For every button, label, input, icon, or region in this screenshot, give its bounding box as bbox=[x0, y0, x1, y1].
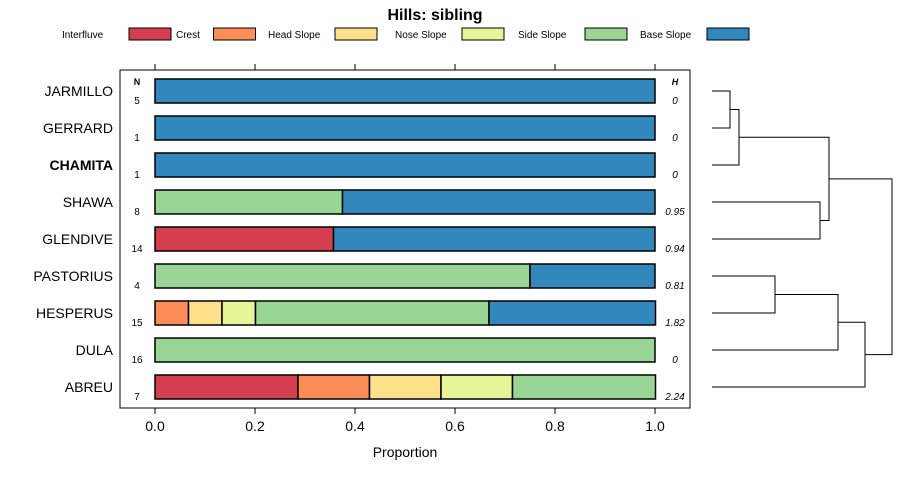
legend-swatch-base-slope bbox=[706, 27, 750, 41]
h-value-glendive: 0.94 bbox=[665, 244, 685, 255]
legend-label-side-slope: Side Slope bbox=[518, 30, 567, 41]
bar-glendive-interfluve bbox=[154, 226, 335, 252]
h-value-gerrard: 0 bbox=[672, 133, 678, 144]
x-tick-label-1: 0.2 bbox=[245, 418, 265, 434]
legend-swatch-side-slope bbox=[584, 27, 628, 41]
legend-label-interfluve: Interfluve bbox=[62, 30, 104, 41]
bar-abreu-interfluve bbox=[154, 374, 299, 400]
bar-abreu-head-slope bbox=[368, 374, 442, 400]
legend-swatch-head-slope bbox=[334, 27, 378, 41]
bar-gerrard-base-slope bbox=[154, 115, 656, 141]
chart-title: Hills: sibling bbox=[387, 7, 482, 24]
n-column-header: N bbox=[134, 77, 141, 87]
n-value-dula: 16 bbox=[131, 355, 143, 366]
n-value-shawa: 8 bbox=[134, 207, 140, 218]
bar-chamita-base-slope bbox=[154, 152, 656, 178]
row-label-shawa: SHAWA bbox=[63, 194, 114, 210]
n-value-pastorius: 4 bbox=[134, 281, 140, 292]
h-value-abreu: 2.24 bbox=[664, 392, 685, 403]
bar-hesperus-side-slope bbox=[254, 300, 490, 326]
x-tick-label-0: 0.0 bbox=[145, 418, 165, 434]
n-value-glendive: 14 bbox=[131, 244, 143, 255]
bar-abreu-side-slope bbox=[511, 374, 657, 400]
legend-swatch-crest bbox=[213, 27, 256, 41]
h-value-shawa: 0.95 bbox=[665, 207, 685, 218]
dendrogram-link-1 bbox=[712, 90, 731, 129]
n-value-gerrard: 1 bbox=[134, 133, 140, 144]
row-label-hesperus: HESPERUS bbox=[36, 305, 113, 321]
h-column-header: H bbox=[672, 77, 679, 87]
bar-pastorius-side-slope bbox=[154, 263, 531, 289]
legend-label-head-slope: Head Slope bbox=[268, 30, 321, 41]
legend-swatch-interfluve bbox=[128, 27, 172, 41]
bar-hesperus-nose-slope bbox=[221, 300, 257, 326]
row-label-chamita: CHAMITA bbox=[49, 157, 113, 173]
row-label-glendive: GLENDIVE bbox=[42, 231, 113, 247]
bar-abreu-crest bbox=[297, 374, 371, 400]
row-label-gerrard: GERRARD bbox=[43, 120, 113, 136]
n-value-jarmillo: 5 bbox=[134, 96, 140, 107]
x-axis-label: Proportion bbox=[373, 444, 438, 460]
bar-abreu-nose-slope bbox=[440, 374, 514, 400]
dendrogram-link-4 bbox=[739, 136, 830, 221]
x-tick-label-4: 0.8 bbox=[545, 418, 565, 434]
legend-label-base-slope: Base Slope bbox=[640, 30, 692, 41]
x-tick-label-5: 1.0 bbox=[645, 418, 665, 434]
h-value-pastorius: 0.81 bbox=[665, 281, 684, 292]
plot-panel bbox=[119, 69, 691, 409]
row-label-dula: DULA bbox=[76, 342, 114, 358]
bar-jarmillo-base-slope bbox=[154, 78, 656, 104]
n-value-hesperus: 15 bbox=[131, 318, 143, 329]
dendrogram-link-8 bbox=[829, 178, 893, 356]
x-axis: 0.0 0.2 0.4 0.6 0.8 1.0 bbox=[145, 64, 665, 434]
legend: Interfluve Crest Head Slope Nose Slope Side … bbox=[62, 27, 750, 41]
dendrogram-link-5 bbox=[712, 275, 776, 314]
row-label-abreu: ABREU bbox=[65, 379, 113, 395]
x-tick-label-3: 0.6 bbox=[445, 418, 465, 434]
dendrogram-link-3 bbox=[712, 201, 821, 240]
bar-hesperus-crest bbox=[154, 300, 190, 326]
bars bbox=[154, 78, 657, 400]
bar-hesperus-base-slope bbox=[488, 300, 657, 326]
legend-label-crest: Crest bbox=[176, 30, 200, 41]
row-labels: JARMILLO 5 0 GERRARD 1 0 CHAMITA 1 0 SHAWA 8 0.95 GL… bbox=[33, 83, 685, 403]
bar-shawa-base-slope bbox=[341, 189, 656, 215]
legend-label-nose-slope: Nose Slope bbox=[395, 30, 447, 41]
h-value-jarmillo: 0 bbox=[672, 96, 678, 107]
row-label-jarmillo: JARMILLO bbox=[45, 83, 114, 99]
n-value-chamita: 1 bbox=[134, 170, 140, 181]
dendrogram bbox=[712, 90, 893, 388]
h-value-dula: 0 bbox=[672, 355, 678, 366]
bar-pastorius-base-slope bbox=[529, 263, 656, 289]
h-value-chamita: 0 bbox=[672, 170, 678, 181]
row-label-pastorius: PASTORIUS bbox=[33, 268, 113, 284]
bar-dula-side-slope bbox=[154, 337, 656, 363]
dendrogram-link-7 bbox=[712, 321, 866, 388]
dendrogram-link-2 bbox=[712, 109, 740, 166]
bar-shawa-side-slope bbox=[154, 189, 344, 215]
bar-hesperus-head-slope bbox=[187, 300, 223, 326]
n-value-abreu: 7 bbox=[134, 392, 140, 403]
x-tick-label-2: 0.4 bbox=[345, 418, 365, 434]
bar-glendive-base-slope bbox=[332, 226, 656, 252]
legend-swatch-nose-slope bbox=[461, 27, 505, 41]
h-value-hesperus: 1.82 bbox=[665, 318, 685, 329]
